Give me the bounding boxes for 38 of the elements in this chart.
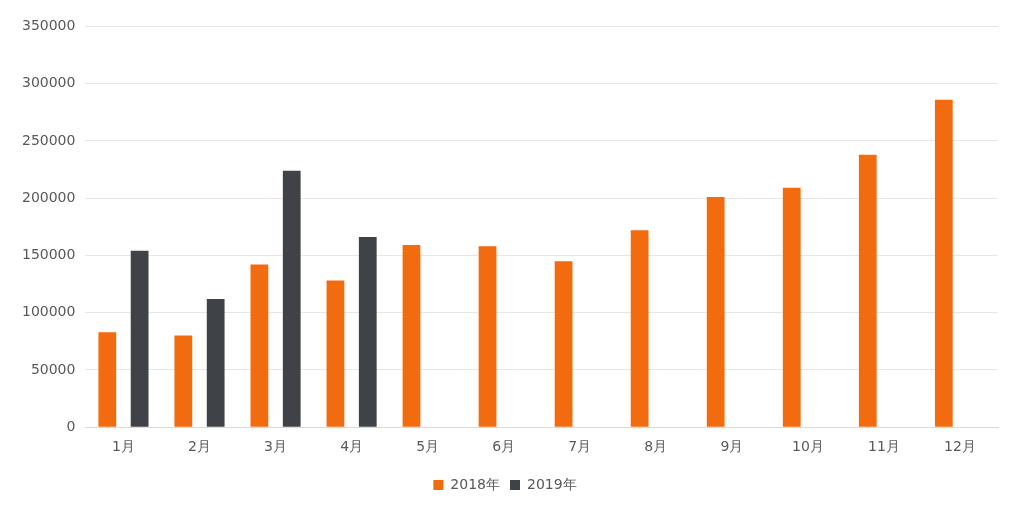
bar — [478, 246, 497, 427]
bar — [206, 298, 225, 427]
bar — [250, 264, 269, 427]
x-tick-label: 9月 — [720, 438, 744, 455]
y-tick-label: 100000 — [21, 303, 76, 320]
x-tick-label: 1月 — [112, 438, 135, 455]
bar — [630, 230, 649, 427]
x-tick-label: 2月 — [188, 438, 211, 455]
y-tick-label: 250000 — [21, 131, 76, 148]
y-tick-label: 0 — [66, 417, 76, 434]
bar — [98, 332, 117, 427]
y-tick-label: 200000 — [21, 188, 76, 205]
bar — [174, 335, 193, 427]
legend-label: 2019年 — [527, 475, 577, 492]
bar — [858, 154, 877, 427]
bar — [554, 261, 573, 427]
x-tick-label: 11月 — [868, 438, 900, 455]
bar — [326, 280, 345, 427]
y-tick-label: 300000 — [21, 74, 76, 91]
y-tick-label: 350000 — [21, 17, 76, 34]
bar — [782, 187, 801, 427]
x-tick-label: 7月 — [568, 438, 592, 455]
bar — [706, 197, 725, 427]
bar — [934, 99, 953, 427]
bar — [402, 245, 421, 427]
x-tick-label: 4月 — [340, 438, 364, 455]
x-tick-label: 5月 — [416, 438, 440, 455]
x-tick-label: 3月 — [264, 438, 288, 455]
x-tick-label: 10月 — [791, 438, 824, 455]
bar — [282, 170, 301, 427]
x-tick-label: 6月 — [492, 438, 516, 455]
y-tick-label: 150000 — [21, 246, 76, 263]
x-tick-label: 12月 — [944, 438, 976, 455]
y-tick-label: 50000 — [30, 360, 76, 377]
bar — [130, 250, 149, 427]
legend-label: 2018年 — [450, 475, 501, 492]
x-tick-label: 8月 — [644, 438, 668, 455]
bar — [358, 237, 377, 427]
